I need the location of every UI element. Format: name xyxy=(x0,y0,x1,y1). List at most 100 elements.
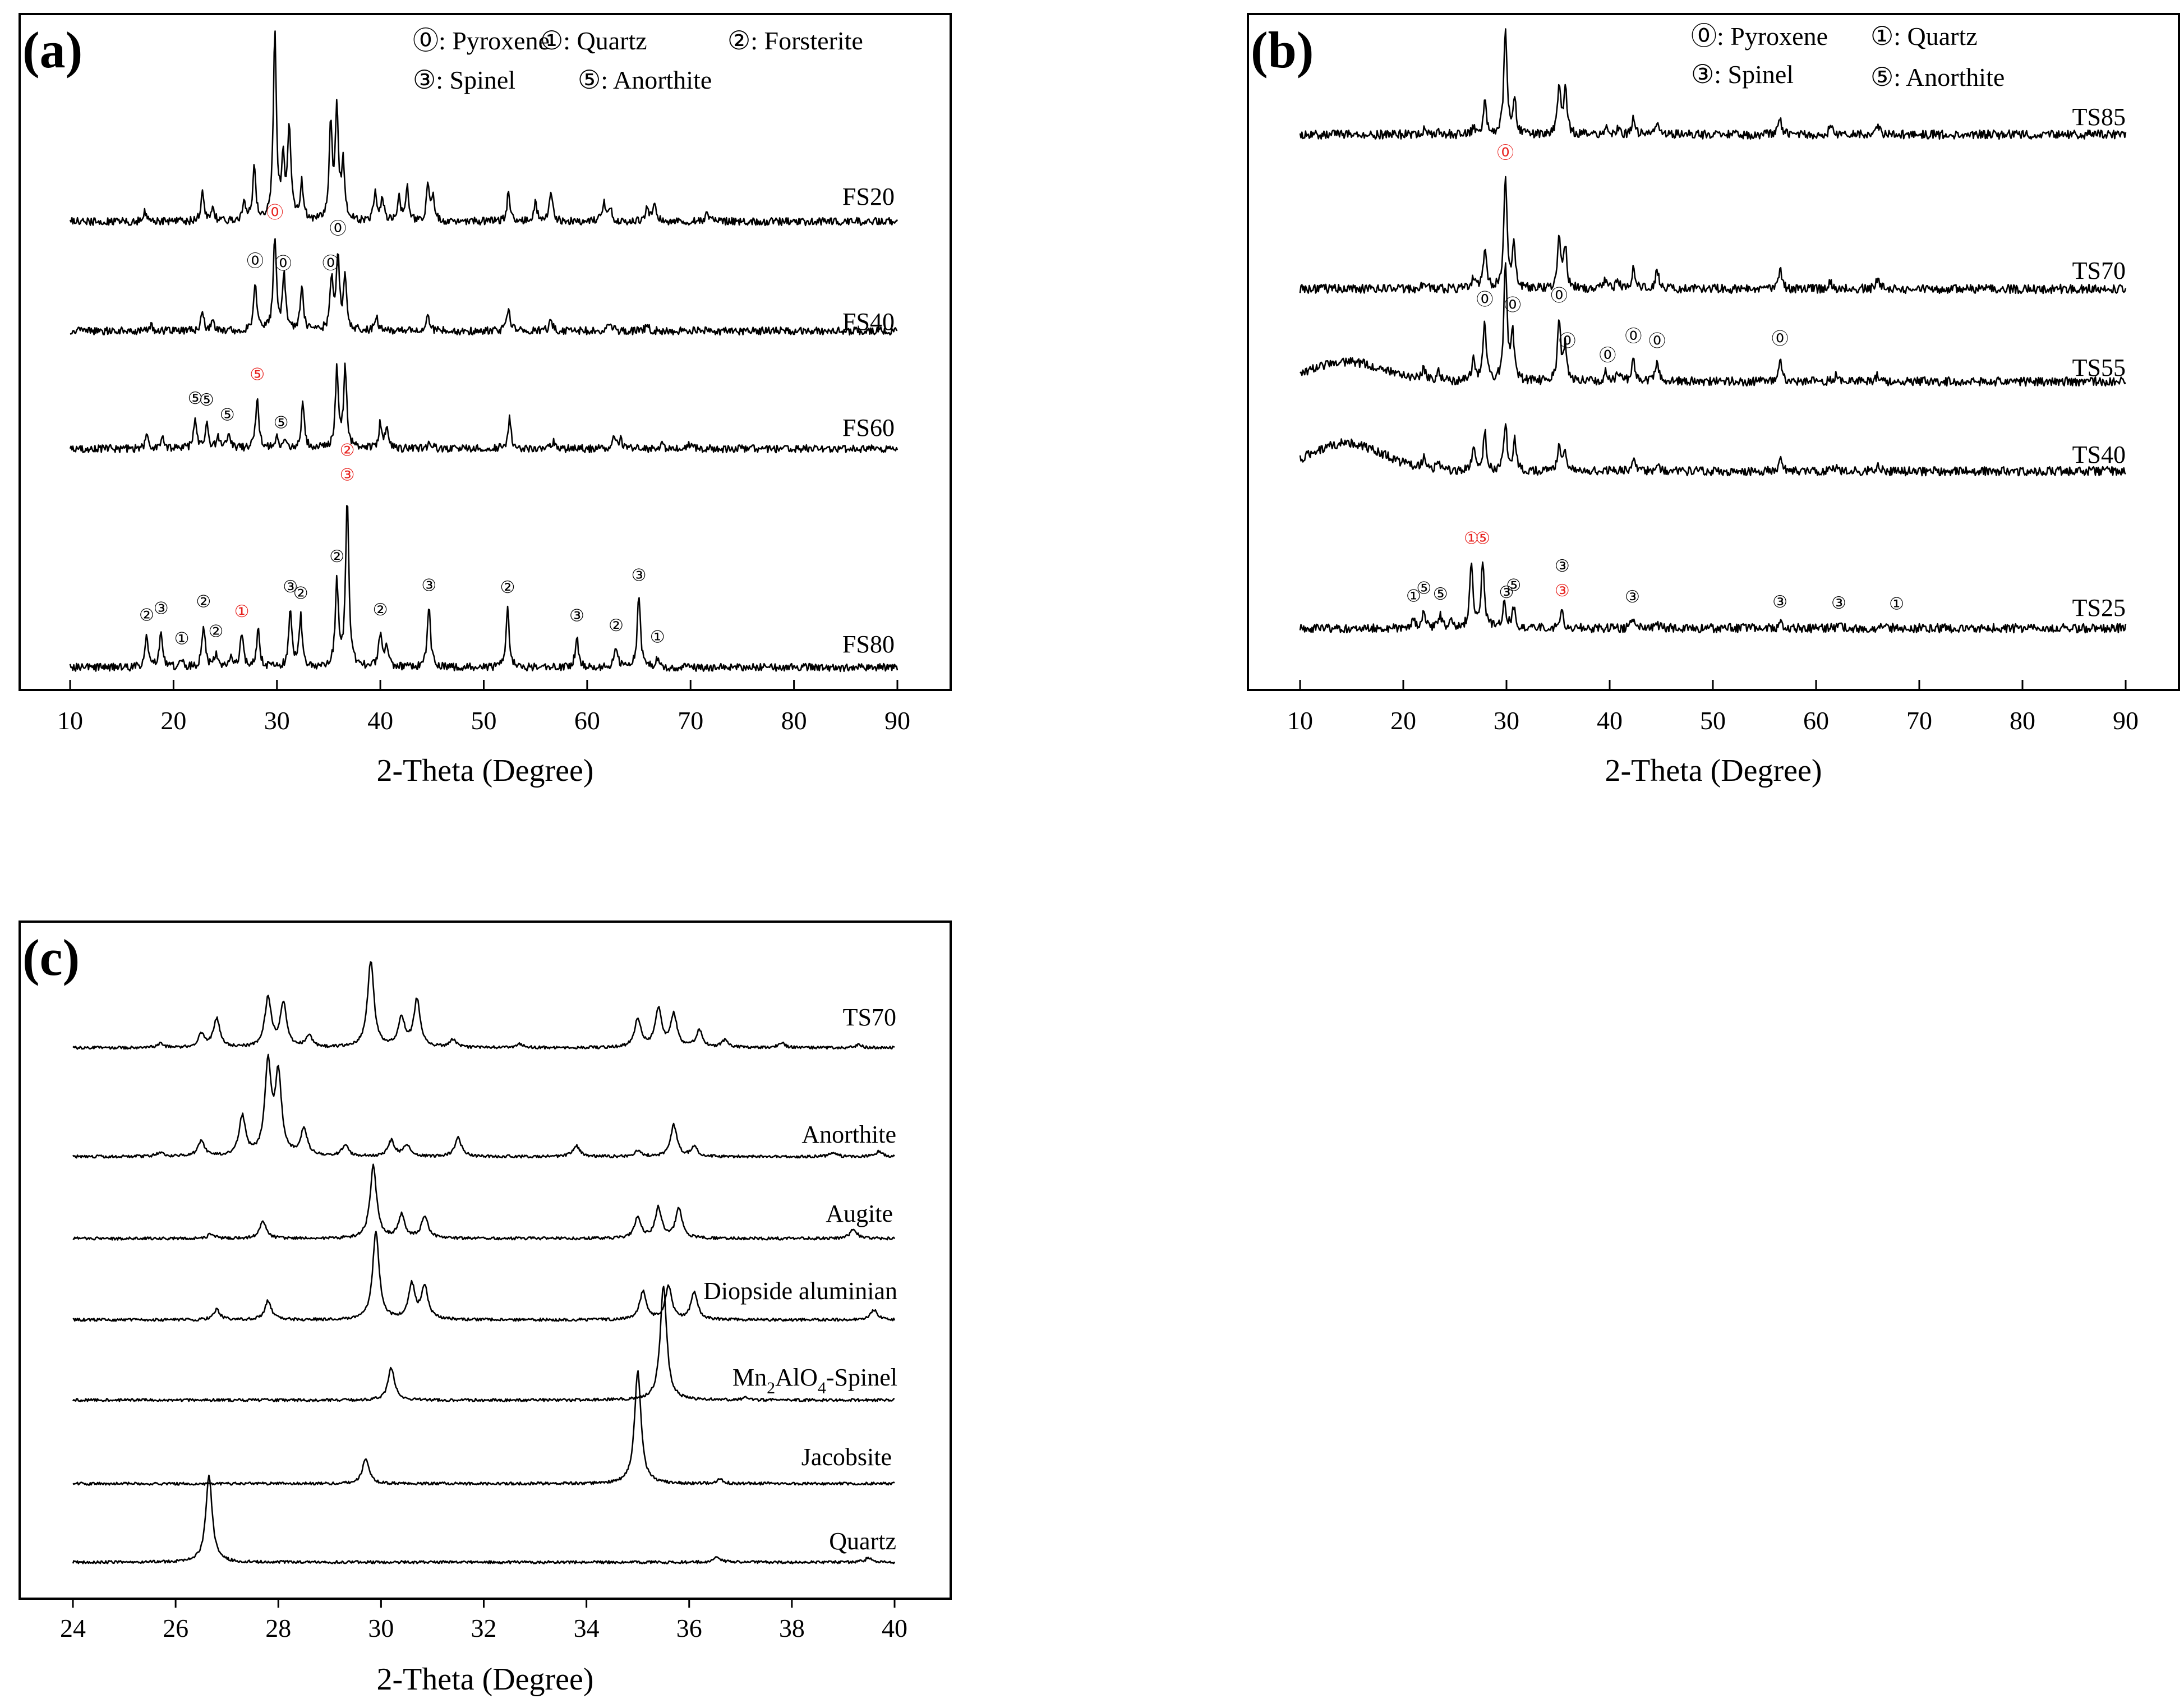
spinel-label-suffix: -Spinel xyxy=(826,1364,897,1391)
phase-marker-a-3: ③ xyxy=(340,466,355,485)
trace-b-ts40 xyxy=(1299,423,2126,477)
panel-a-x-tick-label: 60 xyxy=(574,706,600,735)
legend-a-quartz: ①: Quartz xyxy=(540,26,647,55)
series-label-c-jacobsite: Jacobsite xyxy=(801,1443,892,1471)
phase-marker-b-0: ⓪ xyxy=(1649,332,1666,351)
phase-marker-b-5: ⑤ xyxy=(1433,585,1448,604)
phase-marker-b-3: ③ xyxy=(1772,593,1787,611)
legend-a-pyroxene-symbol: ⓪ xyxy=(413,26,439,55)
phase-markers-b-ts70: ⓪ xyxy=(1497,144,1514,162)
panel-b-x-tick-label: 20 xyxy=(1390,706,1416,735)
phase-marker-a-3: ③ xyxy=(283,578,298,596)
panel-c: (c) TS70 Anorthite Augite Diopside alumi… xyxy=(19,920,952,1697)
legend-b-spinel-symbol: ③ xyxy=(1691,60,1714,89)
spinel-label-sub1: 2 xyxy=(767,1379,775,1397)
panel-c-x-tick-label: 36 xyxy=(676,1614,702,1642)
panel-b-x-tick-label: 90 xyxy=(2113,706,2139,735)
phase-marker-b-3: ③ xyxy=(1555,582,1570,600)
phase-marker-a-2: ② xyxy=(196,593,211,611)
series-label-c-quartz: Quartz xyxy=(829,1527,896,1555)
phase-marker-b-0: ⓪ xyxy=(1504,296,1521,315)
panel-a-x-tick-label: 30 xyxy=(264,706,290,735)
panel-b-legend: ⓪: Pyroxene ①: Quartz ③: Spinel ⑤: Anort… xyxy=(1691,22,2005,91)
phase-marker-b-1: ① xyxy=(1406,587,1421,606)
phase-marker-b-3: ③ xyxy=(1831,594,1846,613)
series-label-c-augite: Augite xyxy=(826,1200,893,1227)
legend-b-quartz: ①: Quartz xyxy=(1870,22,1978,50)
panel-c-frame xyxy=(19,920,952,1600)
legend-b-pyroxene-text: : Pyroxene xyxy=(1717,22,1828,50)
phase-marker-a-5: ⑤ xyxy=(199,391,214,409)
panel-b-x-tick-label: 70 xyxy=(1906,706,1932,735)
panel-c-x-axis: 24 26 28 30 32 34 36 38 40 xyxy=(60,1599,907,1642)
series-label-c-diopside: Diopside aluminian xyxy=(703,1277,897,1305)
phase-marker-b-5: ⑤ xyxy=(1416,579,1431,597)
phase-marker-b-5: ⑤ xyxy=(1475,529,1490,547)
phase-marker-a-2: ② xyxy=(609,616,624,635)
legend-a-quartz-text: : Quartz xyxy=(563,26,647,55)
legend-a-spinel-text: : Spinel xyxy=(436,66,515,94)
legend-b-anorthite-text: : Anorthite xyxy=(1893,63,2005,91)
legend-a-spinel-symbol: ③ xyxy=(413,66,436,94)
trace-a-fs40 xyxy=(70,238,898,336)
panel-c-x-tick-label: 28 xyxy=(265,1614,291,1642)
phase-marker-a-3: ③ xyxy=(632,566,647,584)
panel-c-x-tick-label: 40 xyxy=(882,1614,907,1642)
phase-marker-b-3: ③ xyxy=(1499,583,1514,602)
phase-marker-a-0: ⓪ xyxy=(330,220,347,238)
legend-b-quartz-text: : Quartz xyxy=(1893,22,1977,50)
phase-markers-a-fs40: ⓪⓪ ⓪ ⓪⓪ xyxy=(247,204,347,273)
series-label-c-anorthite: Anorthite xyxy=(801,1121,896,1148)
trace-c-ts70 xyxy=(72,961,895,1050)
panel-a-x-tick-label: 70 xyxy=(678,706,703,735)
legend-b-quartz-symbol: ① xyxy=(1870,22,1893,50)
panel-b-x-tick-label: 40 xyxy=(1597,706,1623,735)
phase-marker-a-3: ③ xyxy=(421,576,436,595)
series-label-c-ts70: TS70 xyxy=(843,1004,896,1031)
phase-marker-b-3: ③ xyxy=(1625,588,1640,606)
phase-marker-a-2: ② xyxy=(373,601,388,619)
legend-b-anorthite-symbol: ⑤ xyxy=(1870,63,1893,91)
legend-a-quartz-symbol: ① xyxy=(540,26,563,55)
panel-a-x-axis: 10 20 30 40 50 60 70 80 90 xyxy=(57,680,910,735)
panel-a-x-tick-label: 10 xyxy=(57,706,83,735)
panel-c-x-tick-label: 34 xyxy=(574,1614,600,1642)
trace-a-fs60 xyxy=(69,362,899,454)
phase-marker-b-0: ⓪ xyxy=(1599,346,1616,365)
panel-c-label: (c) xyxy=(22,929,80,986)
series-label-ts85: TS85 xyxy=(2072,103,2126,131)
panel-b-frame xyxy=(1247,13,2180,691)
panel-a-x-axis-title: 2-Theta (Degree) xyxy=(376,753,593,788)
phase-marker-a-5: ⑤ xyxy=(274,414,289,432)
panel-c-x-axis-title: 2-Theta (Degree) xyxy=(376,1662,593,1697)
trace-b-ts25 xyxy=(1299,561,2127,634)
legend-a-anorthite-symbol: ⑤ xyxy=(578,66,601,94)
panel-a-x-tick-label: 80 xyxy=(781,706,807,735)
panel-b-x-tick-label: 10 xyxy=(1287,706,1313,735)
phase-marker-b-5: ⑤ xyxy=(1506,576,1521,595)
spinel-label-sub2: 4 xyxy=(818,1379,826,1397)
trace-c-anorthite xyxy=(72,1053,895,1159)
panel-a-frame xyxy=(19,13,952,691)
trace-a-fs20 xyxy=(69,30,899,227)
series-label-ts70: TS70 xyxy=(2072,257,2126,284)
phase-marker-a-0: ⓪ xyxy=(247,252,264,271)
phase-marker-a-5: ⑤ xyxy=(250,366,265,384)
trace-c-augite xyxy=(72,1163,896,1241)
panel-c-x-tick-label: 24 xyxy=(60,1614,86,1642)
panel-a-x-tick-label: 50 xyxy=(471,706,497,735)
series-label-ts55: TS55 xyxy=(2072,354,2126,381)
panel-c-x-tick-label: 38 xyxy=(779,1614,805,1642)
phase-marker-a-2: ② xyxy=(340,441,355,460)
phase-marker-a-2: ② xyxy=(329,547,344,566)
legend-b-anorthite: ⑤: Anorthite xyxy=(1870,63,2005,91)
phase-marker-a-5: ⑤ xyxy=(188,389,203,408)
legend-a-pyroxene-text: : Pyroxene xyxy=(439,26,550,55)
spinel-label-middle: AlO xyxy=(775,1364,818,1391)
phase-marker-b-0: ⓪ xyxy=(1476,291,1493,309)
panel-a-label: (a) xyxy=(22,21,82,79)
panel-a-x-tick-label: 40 xyxy=(367,706,393,735)
